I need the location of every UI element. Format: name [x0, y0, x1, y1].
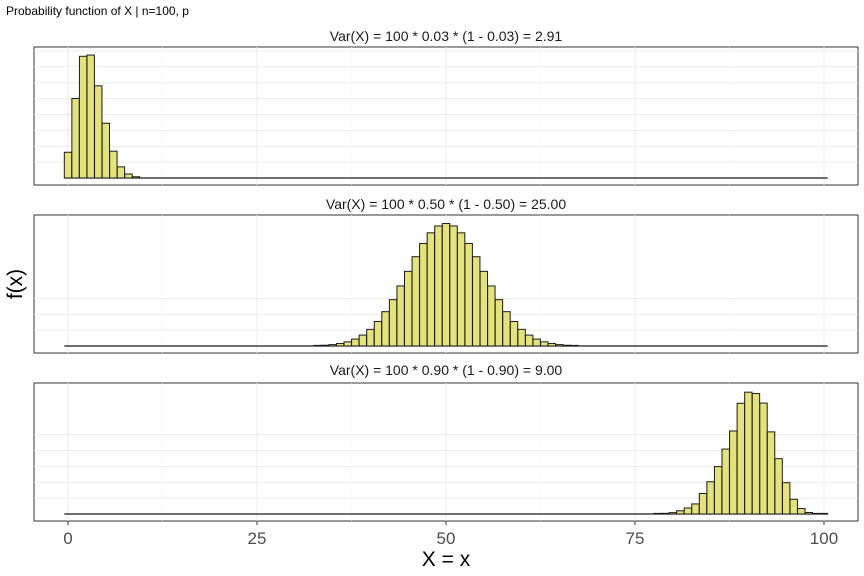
bar-x-9	[131, 176, 141, 179]
bar-x-80	[668, 512, 677, 515]
bar-x-65	[555, 344, 564, 347]
bar-x-95	[781, 482, 791, 515]
bar-x-35	[328, 344, 337, 347]
x-tick-label: 75	[626, 529, 645, 548]
bar-x-41	[373, 321, 383, 347]
panel-title: Var(X) = 100 * 0.03 * (1 - 0.03) = 2.91	[330, 28, 563, 44]
x-tick-label: 100	[810, 529, 838, 548]
bar-x-62	[532, 338, 541, 347]
bar-x-98	[804, 512, 814, 515]
bar-x-87	[721, 448, 730, 515]
bar-x-96	[789, 498, 798, 515]
bar-x-2	[78, 55, 88, 179]
panel-2: Var(X) = 100 * 0.50 * (1 - 0.50) = 25.00	[33, 196, 859, 354]
bar-x-85	[706, 481, 715, 515]
bar-x-55	[479, 270, 489, 347]
bar-x-100	[819, 512, 829, 515]
bar-x-34	[320, 344, 330, 347]
bar-x-47	[419, 242, 428, 347]
bar-x-93	[766, 431, 776, 515]
bar-x-33	[313, 344, 322, 347]
bar-x-83	[691, 503, 700, 515]
bar-x-49	[434, 225, 443, 347]
bar-x-8	[124, 173, 133, 179]
bar-x-1	[71, 98, 80, 179]
bar-x-3	[86, 54, 95, 179]
bar-x-36	[335, 343, 345, 347]
bar-x-86	[713, 466, 723, 515]
bar-x-56	[487, 285, 496, 347]
bar-x-52	[456, 232, 466, 347]
bar-x-99	[812, 512, 821, 515]
bar-x-53	[464, 242, 473, 347]
bar-x-92	[759, 402, 768, 515]
bar-x-38	[351, 338, 360, 347]
bar-x-97	[797, 508, 806, 515]
bar-x-51	[449, 225, 458, 347]
bar-x-64	[547, 343, 557, 347]
bar-x-37	[343, 341, 352, 347]
bar-x-50	[441, 222, 451, 347]
bar-x-60	[517, 328, 526, 347]
bar-x-5	[101, 122, 111, 179]
bar-x-54	[472, 256, 481, 347]
bar-x-63	[540, 341, 549, 347]
bar-x-42	[381, 311, 390, 347]
bar-x-84	[698, 492, 708, 515]
bar-x-4	[94, 85, 103, 179]
bar-x-45	[403, 270, 413, 347]
bar-x-78	[653, 512, 662, 515]
bar-x-61	[524, 334, 534, 347]
x-tick-label: 50	[437, 529, 456, 548]
bar-x-44	[396, 285, 405, 347]
bar-x-91	[751, 393, 761, 515]
bar-x-57	[494, 299, 504, 347]
bar-x-59	[509, 321, 519, 347]
bar-x-67	[570, 344, 579, 347]
bar-x-88	[729, 430, 738, 515]
bar-x-58	[502, 311, 511, 347]
bar-x-82	[683, 507, 693, 515]
bar-x-94	[774, 458, 783, 515]
panel-title: Var(X) = 100 * 0.50 * (1 - 0.50) = 25.00	[326, 196, 566, 212]
bar-x-46	[411, 256, 420, 347]
x-axis-title: X = x	[422, 548, 471, 571]
bar-x-7	[116, 166, 126, 179]
x-axis-ticks: 0 25 50 75 100	[63, 521, 838, 548]
panels-group: Var(X) = 100 * 0.03 * (1 - 0.03) = 2.91 V…	[33, 28, 859, 522]
x-tick-label: 0	[63, 529, 72, 548]
bar-x-90	[744, 391, 753, 515]
bar-x-81	[676, 510, 685, 515]
bar-x-39	[358, 334, 368, 347]
bar-x-66	[562, 344, 572, 347]
bar-x-0	[63, 151, 73, 179]
bar-x-79	[661, 512, 670, 515]
bar-x-43	[388, 299, 398, 347]
y-axis-title: f(x)	[4, 269, 27, 299]
bar-x-89	[736, 402, 746, 515]
bar-x-48	[426, 232, 436, 347]
panel-title: Var(X) = 100 * 0.90 * (1 - 0.90) = 9.00	[330, 362, 563, 378]
panel-3: Var(X) = 100 * 0.90 * (1 - 0.90) = 9.00	[33, 362, 859, 522]
x-tick-label: 25	[248, 529, 267, 548]
panel-1: Var(X) = 100 * 0.03 * (1 - 0.03) = 2.91	[33, 28, 859, 186]
chart-top-title: Probability function of X | n=100, p	[6, 4, 189, 18]
bar-x-6	[109, 150, 118, 179]
bar-x-40	[366, 328, 375, 347]
